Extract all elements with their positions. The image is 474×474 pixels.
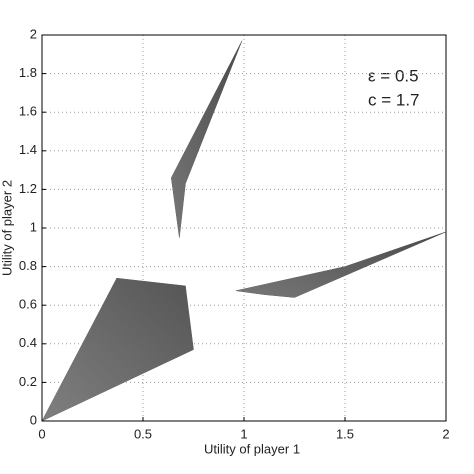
y-tick-label: 0.4 [19, 335, 37, 350]
y-tick-label: 1.6 [19, 104, 37, 119]
y-tick-label: 2 [30, 26, 37, 41]
y-tick-label: 1.4 [19, 142, 37, 157]
x-tick-label: 2 [442, 426, 449, 441]
annotation: c = 1.7 [368, 90, 420, 109]
x-axis-label: Utility of player 1 [204, 441, 300, 456]
region-shade [235, 231, 446, 298]
x-tick-label: 1 [240, 426, 247, 441]
x-tick-label: 0.5 [134, 426, 152, 441]
x-tick-label: 1.5 [336, 426, 354, 441]
y-axis-label: Utility of player 2 [0, 180, 14, 276]
y-tick-label: 1.2 [19, 181, 37, 196]
y-tick-label: 0 [30, 412, 37, 427]
region-shade [42, 278, 194, 421]
region-shade [171, 40, 242, 238]
y-tick-label: 0.6 [19, 297, 37, 312]
y-tick-label: 1.8 [19, 65, 37, 80]
y-tick-label: 0.2 [19, 374, 37, 389]
y-tick-label: 0.8 [19, 258, 37, 273]
x-tick-label: 0 [38, 426, 45, 441]
plot-frame [41, 34, 447, 422]
y-tick-label: 1 [30, 219, 37, 234]
annotation: ε = 0.5 [368, 66, 419, 85]
